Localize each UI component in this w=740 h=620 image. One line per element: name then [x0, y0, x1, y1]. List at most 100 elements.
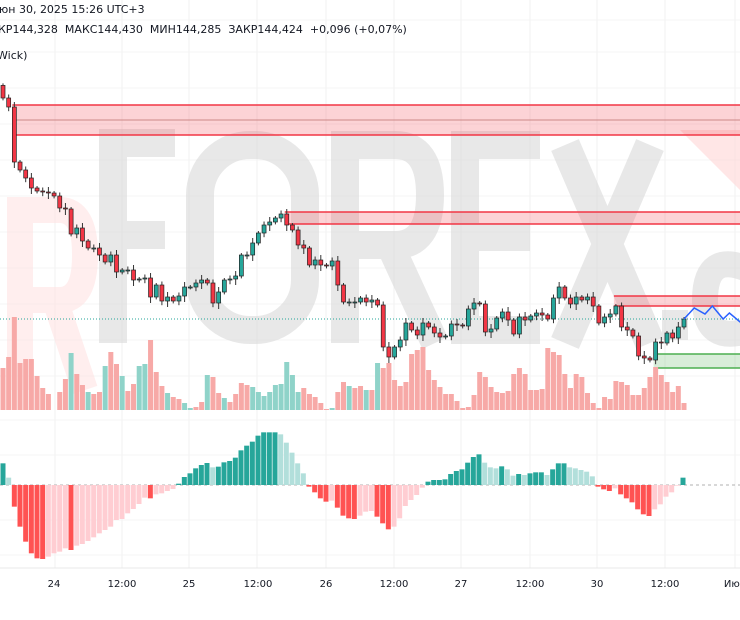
volume-bar [238, 383, 244, 410]
volume-bar [278, 384, 284, 410]
candle-down [6, 97, 12, 108]
volume-bar [79, 385, 85, 410]
candle-up [534, 312, 539, 317]
oscillator-histogram [0, 432, 686, 559]
histogram-bar [533, 472, 539, 485]
candle-down [148, 277, 153, 298]
candle-up [261, 224, 267, 234]
histogram-bar [402, 485, 408, 506]
candle-up [556, 286, 562, 299]
candle-down [63, 207, 68, 210]
time-axis-label: 12:00 [651, 579, 680, 590]
histogram-bar [142, 485, 148, 498]
volume-bar [148, 340, 154, 410]
histogram-bar [215, 466, 221, 485]
histogram-bar [635, 485, 641, 510]
candle-up [278, 213, 284, 219]
candle-down [483, 303, 488, 333]
candle-up [352, 301, 358, 304]
candle-down [658, 341, 664, 344]
legend-datetime: юн 30, 2025 15:26 UTC+3 [0, 3, 145, 16]
histogram-bar [23, 485, 29, 542]
histogram-bar [567, 467, 573, 485]
volume-bar [414, 350, 420, 410]
volume-bar [522, 374, 528, 410]
histogram-bar [385, 485, 391, 530]
histogram-bar [578, 470, 584, 485]
candle-down [290, 224, 295, 231]
candle-down [210, 282, 216, 304]
volume-bar [6, 357, 12, 410]
candle-up [256, 232, 261, 244]
volume-bars [0, 317, 687, 410]
candle-down [414, 329, 420, 336]
histogram-bar [459, 469, 465, 485]
candle-up [108, 254, 114, 263]
candle-down [204, 279, 210, 284]
histogram-bar [91, 485, 97, 538]
volume-bar [289, 375, 295, 410]
time-axis[interactable]: 24 12:00 25 12:00 26 12:00 27 12:00 30 12:00 Июл [48, 579, 740, 590]
volume-bar [40, 388, 46, 410]
histogram-bar [210, 467, 216, 485]
histogram-bar [312, 485, 318, 493]
volume-bar [250, 387, 256, 410]
histogram-bar [584, 471, 590, 485]
watermark-letter-c [691, 251, 740, 347]
histogram-bar [482, 462, 488, 485]
histogram-bar [261, 432, 267, 485]
volume-bar [284, 362, 290, 410]
volume-bar [454, 401, 460, 410]
volume-bar [670, 392, 676, 410]
histogram-bar [351, 485, 357, 519]
candle-down [630, 329, 636, 337]
volume-bar [675, 386, 681, 410]
histogram-bar [159, 485, 165, 494]
volume-bar [494, 392, 500, 410]
histogram-bar [289, 452, 295, 485]
candle-up [136, 278, 142, 281]
histogram-bar [623, 485, 629, 499]
candle-down [539, 312, 545, 316]
volume-bar [199, 402, 205, 410]
candle-down [386, 346, 392, 358]
candle-down [545, 314, 551, 320]
histogram-bar [516, 474, 522, 485]
volume-bar [602, 397, 608, 410]
histogram-bar [346, 485, 352, 519]
volume-bar [533, 390, 539, 410]
volume-bar [341, 382, 346, 410]
time-axis-label: 26 [320, 579, 333, 590]
volume-bar [545, 348, 551, 410]
histogram-bar [187, 473, 193, 485]
volume-bar [579, 377, 585, 410]
histogram-bar [618, 485, 624, 495]
candle-down [46, 191, 51, 194]
histogram-bar [448, 474, 454, 485]
histogram-bar [499, 466, 505, 485]
histogram-bar [130, 485, 136, 509]
histogram-bar [329, 485, 335, 501]
volume-bar [426, 370, 432, 410]
histogram-bar [34, 485, 40, 559]
volume-bar [658, 375, 664, 410]
volume-bar [431, 380, 437, 410]
volume-bar [465, 407, 471, 410]
candle-up [392, 346, 397, 358]
candles [0, 83, 687, 365]
volume-bar [176, 399, 182, 410]
histogram-bar [652, 485, 658, 510]
candle-up [369, 299, 375, 303]
time-axis-label: 12:00 [516, 579, 545, 590]
candle-down [624, 326, 630, 331]
time-axis-label: 12:00 [108, 579, 137, 590]
time-axis-label: 24 [48, 579, 61, 590]
candle-up [420, 322, 426, 336]
histogram-bar [96, 485, 102, 534]
histogram-bar [6, 477, 12, 485]
histogram-bar [408, 485, 414, 500]
histogram-bar [136, 485, 142, 504]
volume-bar [28, 359, 34, 410]
volume-bar [45, 394, 51, 410]
